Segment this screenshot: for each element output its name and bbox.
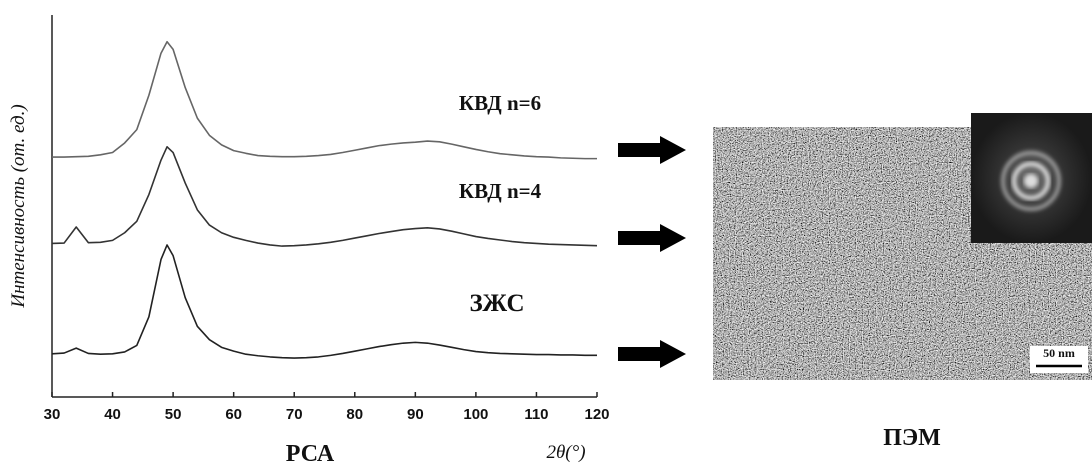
- tem-image: 50 nm: [713, 113, 1092, 380]
- x-tick-label: 80: [346, 406, 363, 423]
- y-axis-label: Интенсивность (от. ед.): [8, 104, 29, 308]
- x-tick-label: 110: [524, 406, 548, 423]
- series-line: [52, 40, 597, 160]
- tem-title: ПЭМ: [883, 425, 941, 451]
- diffraction-center: [1024, 174, 1038, 188]
- plot-area: 30 40 50 60 70 80 90 100 110 120 КВД n=6 КВД n=4 ЗЖС: [44, 40, 610, 423]
- series-label: КВД n=6: [459, 91, 541, 115]
- x-tick-label: 40: [104, 406, 121, 423]
- diffraction-ring: [1001, 151, 1061, 211]
- x-tick-label: 120: [584, 406, 609, 423]
- x-tick-label: 60: [225, 406, 242, 423]
- scale-bar-label: 50 nm: [1043, 346, 1075, 360]
- x-axis-label: 2θ(°): [546, 442, 585, 463]
- caption: РСА: [286, 441, 335, 467]
- arrow: [618, 340, 686, 368]
- diffraction-ring: [1012, 162, 1050, 200]
- series-line: [51, 244, 597, 359]
- x-tick-label: 100: [463, 406, 488, 423]
- series-line: [51, 145, 598, 247]
- x-tick-label: 90: [407, 406, 424, 423]
- arrow: [618, 136, 686, 164]
- scale-bar-box: [1030, 346, 1088, 373]
- series-label: ЗЖС: [469, 290, 524, 317]
- series-label: КВД n=4: [459, 179, 542, 203]
- x-tick-label: 70: [286, 406, 303, 423]
- arrows: [618, 136, 686, 368]
- arrow: [618, 224, 686, 252]
- x-tick-label: 50: [165, 406, 182, 423]
- x-tick-label: 30: [44, 406, 61, 423]
